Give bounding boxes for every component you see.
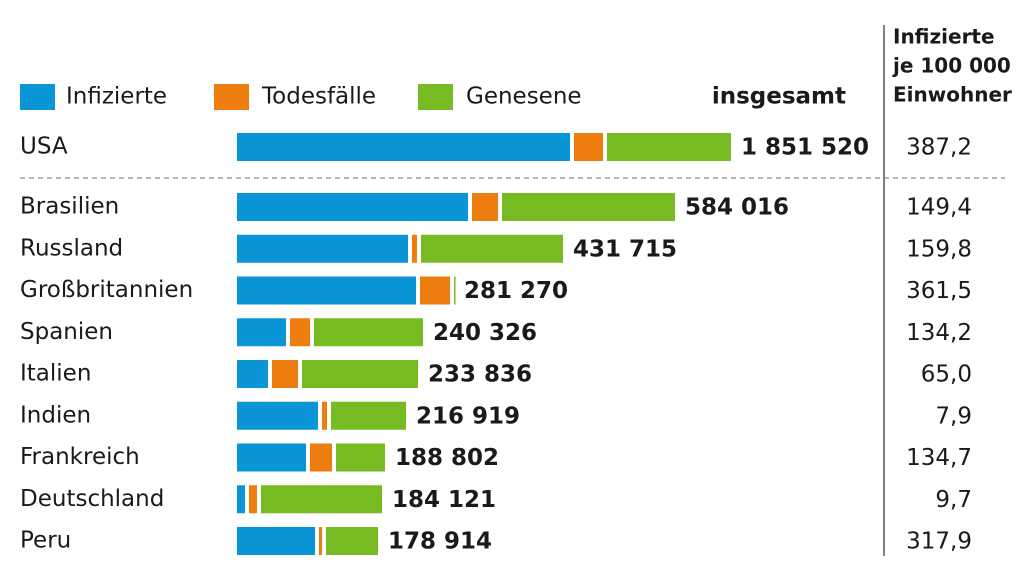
total-label: 240 326	[433, 320, 537, 346]
bar-segment	[237, 527, 315, 555]
bar-segment	[237, 443, 306, 472]
bar-segment	[237, 485, 245, 514]
legend-label: Infizierte	[66, 84, 167, 110]
bar-segment	[421, 234, 563, 263]
bar-segment	[319, 527, 322, 555]
category-label: Peru	[20, 528, 71, 554]
rate-label: 387,2	[906, 135, 972, 161]
bar-segment	[237, 401, 318, 430]
totals-header: insgesamt	[712, 84, 846, 110]
rate-header: Einwohner	[893, 83, 1012, 107]
bar-segment	[261, 485, 382, 514]
category-label: Deutschland	[20, 486, 164, 512]
legend-swatch	[214, 84, 249, 110]
total-label: 233 836	[428, 362, 532, 388]
rate-label: 7,9	[935, 403, 972, 429]
bar-segment	[237, 360, 268, 388]
rate-header: je 100 000	[892, 54, 1011, 78]
rate-label: 65,0	[921, 362, 972, 388]
bar-segment	[574, 133, 603, 161]
category-label: USA	[20, 134, 68, 160]
category-label: Italien	[20, 361, 91, 387]
total-label: 178 914	[388, 529, 492, 555]
total-label: 431 715	[573, 236, 677, 262]
bar-segment	[237, 133, 570, 161]
bar-segment	[272, 360, 298, 388]
bar-segment	[326, 527, 378, 555]
bar-segment	[607, 133, 731, 161]
bar-segment	[331, 401, 406, 430]
rate-header: Infizierte	[893, 25, 995, 49]
bar-segment	[502, 193, 675, 221]
legend-swatch	[418, 84, 453, 110]
bar-segment	[237, 318, 286, 347]
bar-segment	[412, 234, 417, 263]
rate-label: 134,2	[906, 320, 972, 346]
total-label: 1 851 520	[741, 135, 869, 161]
rate-label: 9,7	[935, 487, 972, 513]
category-label: Großbritannien	[20, 277, 193, 303]
category-label: Spanien	[20, 319, 113, 345]
rate-label: 149,4	[906, 195, 972, 221]
bar-segment	[290, 318, 310, 347]
rate-label: 134,7	[906, 445, 972, 471]
bar-segment	[310, 443, 332, 472]
category-label: Brasilien	[20, 194, 119, 220]
rate-label: 317,9	[906, 529, 972, 555]
bar-segment	[237, 193, 468, 221]
bar-segment	[314, 318, 423, 347]
bar-segment	[472, 193, 498, 221]
legend-swatch	[20, 84, 55, 110]
category-label: Frankreich	[20, 444, 140, 470]
bar-segment	[249, 485, 257, 514]
legend-label: Genesene	[466, 84, 582, 110]
bar-segment	[420, 276, 450, 305]
legend-label: Todesfälle	[261, 84, 376, 110]
category-label: Indien	[20, 402, 91, 428]
total-label: 281 270	[464, 278, 568, 304]
bar-segment	[336, 443, 385, 472]
bar-segment	[302, 360, 418, 388]
rate-label: 159,8	[906, 236, 972, 262]
category-label: Russland	[20, 235, 123, 261]
total-label: 184 121	[392, 487, 496, 513]
bar-segment	[237, 234, 408, 263]
total-label: 584 016	[685, 195, 789, 221]
total-label: 216 919	[416, 403, 520, 429]
total-label: 188 802	[395, 445, 499, 471]
bar-segment	[237, 276, 416, 305]
rate-label: 361,5	[906, 278, 972, 304]
bar-segment	[322, 401, 327, 430]
bar-segment	[454, 276, 456, 305]
